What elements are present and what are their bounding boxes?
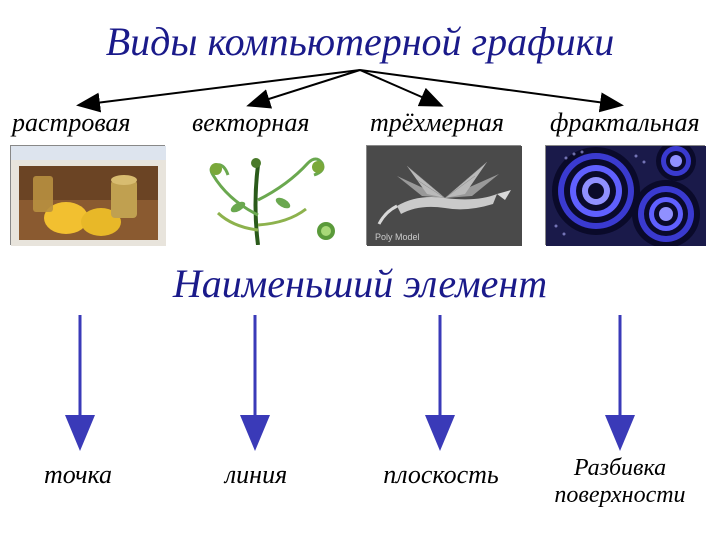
category-label-raster: растровая <box>12 108 131 138</box>
category-label-fractal: фрактальная <box>550 108 700 138</box>
top-arrow-2 <box>250 70 360 105</box>
thumb-vector <box>188 145 343 245</box>
top-arrow-4 <box>360 70 620 105</box>
element-label-plane: плоскость <box>366 460 516 490</box>
subtitle: Наименьший элемент <box>0 260 720 307</box>
top-arrow-3 <box>360 70 440 105</box>
thumb-3d: Poly Model <box>366 145 521 245</box>
element-label-surface: Разбивка поверхности <box>530 455 710 509</box>
element-label-point: точка <box>18 460 138 490</box>
category-label-vector: векторная <box>192 108 309 138</box>
category-label-3d: трёхмерная <box>370 108 504 138</box>
top-arrow-1 <box>80 70 360 105</box>
thumb-raster <box>10 145 165 245</box>
element-label-line: линия <box>196 460 316 490</box>
thumb-fractal <box>545 145 705 245</box>
page-title: Виды компьютерной графики <box>0 18 720 65</box>
thumb-3d-caption: Poly Model <box>375 232 420 242</box>
